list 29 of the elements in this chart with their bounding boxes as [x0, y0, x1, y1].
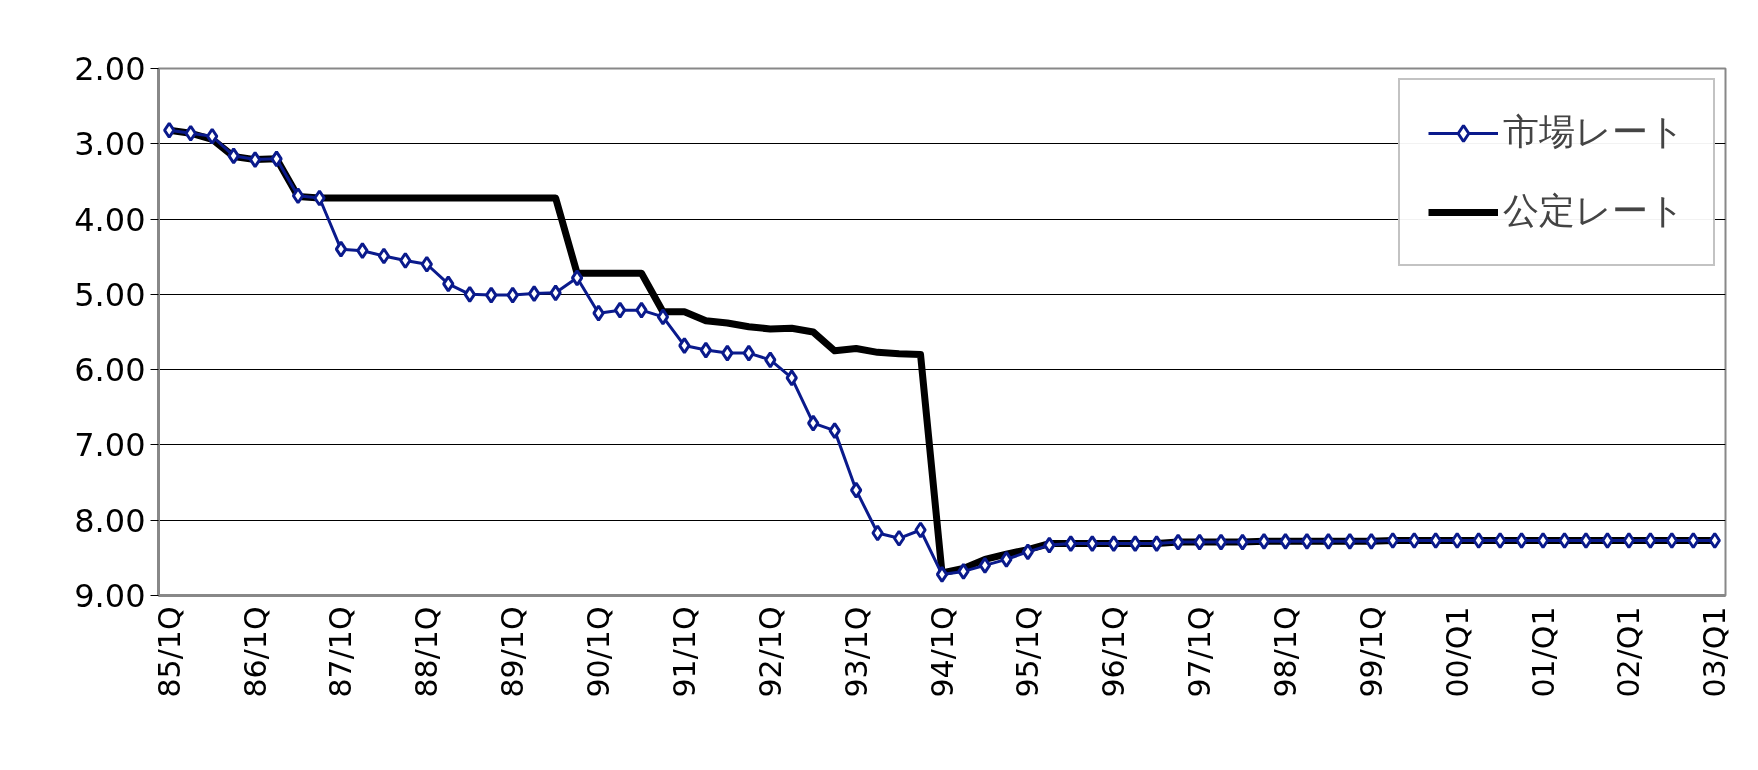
x-tick-label: 96/1Q — [1096, 606, 1132, 698]
x-tick-label: 90/1Q — [581, 606, 617, 698]
y-tick-label: 3.00 — [74, 125, 146, 164]
y-tick-label: 7.00 — [74, 426, 146, 465]
x-tick-label: 94/1Q — [924, 606, 960, 698]
legend-label: 市場レート — [1503, 110, 1685, 154]
x-tick-label: 89/1Q — [495, 606, 531, 698]
x-tick-label: 03/Q1 — [1697, 606, 1733, 698]
x-tick-label: 00/Q1 — [1439, 606, 1475, 698]
x-tick-label: 85/1Q — [151, 606, 187, 698]
y-tick-label: 2.00 — [74, 50, 146, 88]
x-tick-label: 97/1Q — [1182, 606, 1218, 698]
x-tick-label: 98/1Q — [1267, 606, 1303, 698]
y-tick-label: 8.00 — [74, 501, 146, 540]
y-tick-label: 5.00 — [74, 275, 146, 314]
x-tick-label: 95/1Q — [1010, 606, 1046, 698]
x-tick-label: 01/Q1 — [1525, 606, 1561, 698]
x-tick-label: 92/1Q — [752, 606, 788, 698]
x-tick-label: 86/1Q — [237, 606, 273, 698]
y-tick-label: 6.00 — [74, 351, 146, 390]
legend-label: 公定レート — [1503, 189, 1685, 233]
x-tick-label: 87/1Q — [323, 606, 359, 698]
x-tick-label: 99/1Q — [1353, 606, 1389, 698]
x-tick-label: 88/1Q — [409, 606, 445, 698]
x-tick-label: 91/1Q — [666, 606, 702, 698]
y-tick-label: 9.00 — [74, 577, 146, 615]
y-tick-label: 4.00 — [74, 200, 146, 239]
x-tick-label: 93/1Q — [838, 606, 874, 698]
x-tick-label: 02/Q1 — [1611, 606, 1647, 698]
